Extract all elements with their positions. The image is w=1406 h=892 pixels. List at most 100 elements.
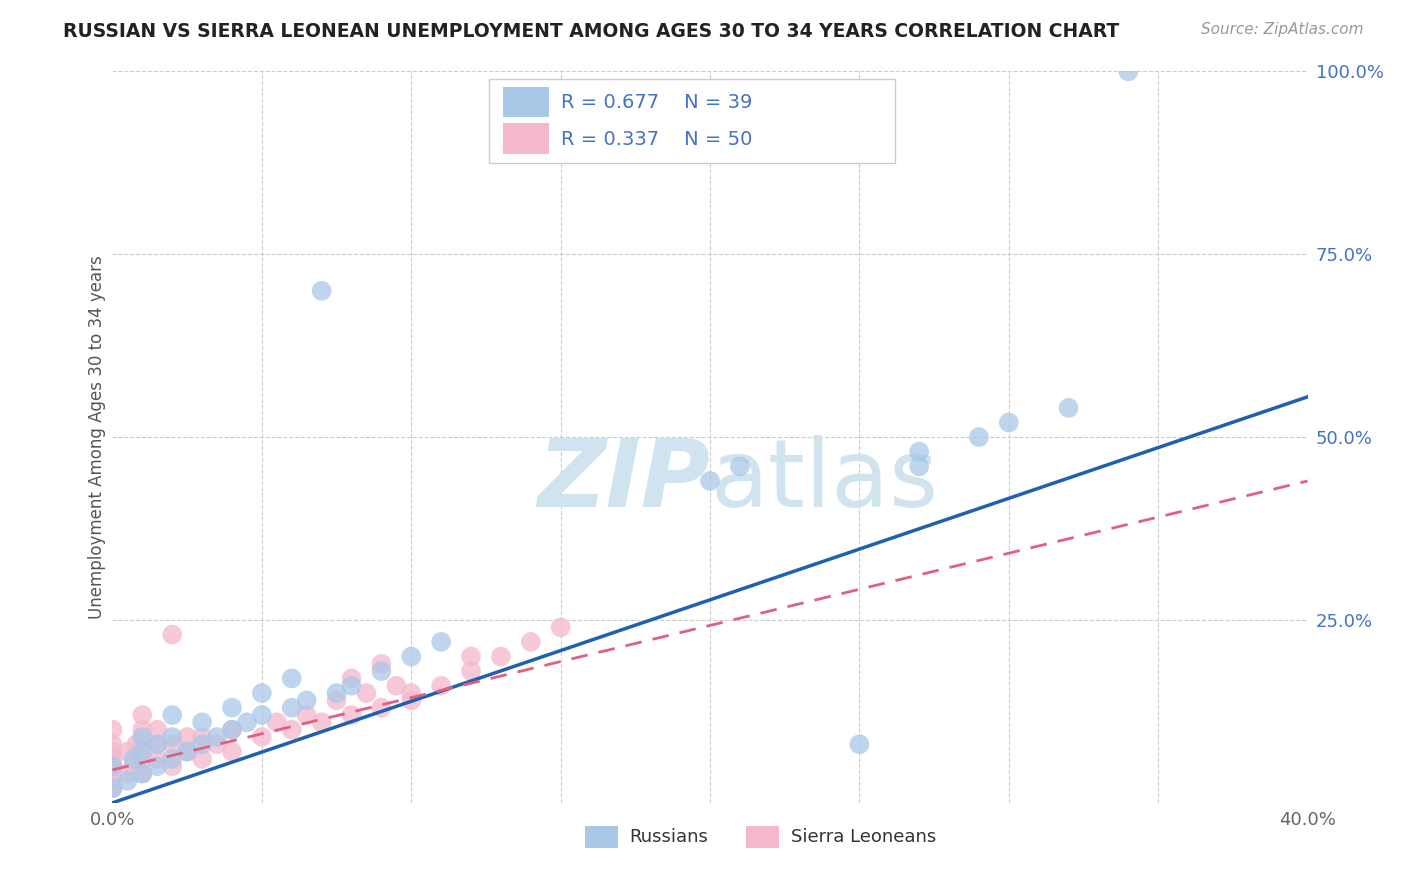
Point	[1057, 401, 1080, 415]
Point	[250, 730, 273, 744]
Point	[430, 679, 453, 693]
Point	[281, 723, 304, 737]
Point	[998, 416, 1021, 430]
Text: R = 0.677    N = 39: R = 0.677 N = 39	[561, 94, 752, 112]
Point	[550, 620, 572, 634]
Text: Russians: Russians	[628, 828, 707, 847]
FancyBboxPatch shape	[747, 826, 779, 848]
Point	[131, 708, 153, 723]
Point	[117, 766, 139, 780]
Point	[131, 723, 153, 737]
Point	[325, 693, 347, 707]
Point	[340, 672, 363, 686]
Text: atlas: atlas	[710, 435, 938, 527]
Point	[125, 737, 148, 751]
Point	[266, 715, 288, 730]
FancyBboxPatch shape	[503, 123, 548, 154]
Point	[162, 737, 183, 751]
Point	[122, 759, 145, 773]
Point	[176, 745, 198, 759]
Point	[311, 715, 333, 730]
Point	[101, 773, 124, 788]
Point	[101, 781, 124, 796]
Text: ZIP: ZIP	[537, 435, 710, 527]
Point	[101, 759, 124, 773]
Point	[311, 284, 333, 298]
Point	[101, 759, 124, 773]
Text: R = 0.337    N = 50: R = 0.337 N = 50	[561, 130, 752, 149]
Point	[848, 737, 870, 751]
Text: Source: ZipAtlas.com: Source: ZipAtlas.com	[1201, 22, 1364, 37]
Text: Sierra Leoneans: Sierra Leoneans	[792, 828, 936, 847]
Point	[101, 781, 124, 796]
Point	[101, 766, 124, 780]
Point	[101, 745, 124, 759]
Point	[221, 723, 243, 737]
Point	[908, 444, 931, 458]
Point	[176, 745, 198, 759]
Text: RUSSIAN VS SIERRA LEONEAN UNEMPLOYMENT AMONG AGES 30 TO 34 YEARS CORRELATION CHA: RUSSIAN VS SIERRA LEONEAN UNEMPLOYMENT A…	[63, 22, 1119, 41]
Point	[122, 752, 145, 766]
Point	[146, 723, 169, 737]
FancyBboxPatch shape	[489, 78, 896, 163]
Point	[340, 708, 363, 723]
Point	[162, 730, 183, 744]
Point	[101, 723, 124, 737]
Point	[401, 649, 423, 664]
Point	[250, 686, 273, 700]
Point	[340, 679, 363, 693]
Point	[146, 737, 169, 751]
Point	[236, 715, 259, 730]
Point	[117, 773, 139, 788]
Point	[117, 745, 139, 759]
Point	[146, 759, 169, 773]
Point	[281, 672, 304, 686]
Point	[520, 635, 543, 649]
Point	[162, 752, 183, 766]
Point	[385, 679, 408, 693]
Y-axis label: Unemployment Among Ages 30 to 34 years: Unemployment Among Ages 30 to 34 years	[87, 255, 105, 619]
Point	[131, 766, 153, 780]
Point	[205, 730, 228, 744]
Point	[295, 708, 318, 723]
Point	[191, 737, 214, 751]
Point	[131, 730, 153, 744]
Point	[430, 635, 453, 649]
Point	[131, 745, 153, 759]
Point	[191, 752, 214, 766]
Point	[221, 700, 243, 714]
Point	[176, 730, 198, 744]
Point	[101, 752, 124, 766]
Point	[967, 430, 990, 444]
Point	[131, 752, 153, 766]
Point	[356, 686, 378, 700]
Point	[221, 745, 243, 759]
Point	[699, 474, 721, 488]
FancyBboxPatch shape	[585, 826, 619, 848]
Point	[489, 649, 512, 664]
Point	[146, 737, 169, 751]
Point	[295, 693, 318, 707]
Point	[162, 759, 183, 773]
Point	[221, 723, 243, 737]
Point	[460, 664, 482, 678]
Point	[370, 700, 392, 714]
Point	[281, 700, 304, 714]
Point	[191, 715, 214, 730]
Point	[146, 752, 169, 766]
Point	[325, 686, 347, 700]
Point	[101, 737, 124, 751]
Point	[728, 459, 751, 474]
Point	[162, 627, 183, 641]
Point	[401, 693, 423, 707]
Point	[131, 766, 153, 780]
FancyBboxPatch shape	[503, 87, 548, 118]
Point	[191, 730, 214, 744]
Point	[401, 686, 423, 700]
Point	[205, 737, 228, 751]
Point	[250, 708, 273, 723]
Point	[162, 708, 183, 723]
Point	[131, 737, 153, 751]
Point	[460, 649, 482, 664]
Point	[370, 664, 392, 678]
